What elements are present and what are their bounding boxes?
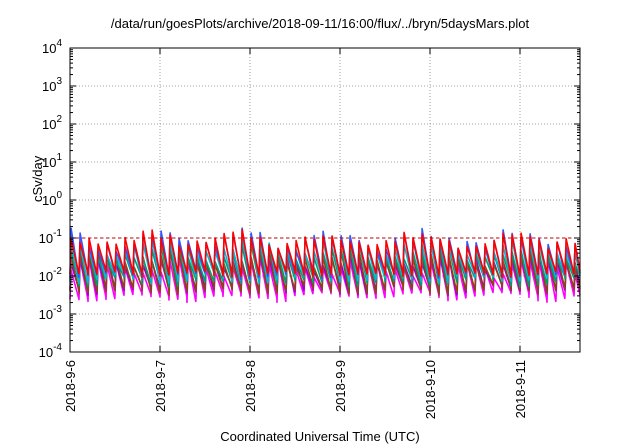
grid-lines: [70, 48, 580, 352]
x-tick-label: 2018-9-8: [243, 360, 258, 412]
chart-title: /data/run/goesPlots/archive/2018-09-11/1…: [110, 16, 530, 31]
y-tick-label: 103: [42, 76, 62, 94]
x-tick-label: 2018-9-6: [63, 360, 78, 412]
x-tick-label: 2018-9-7: [153, 360, 168, 412]
y-tick-label: 104: [42, 38, 62, 56]
series-line-6: [69, 228, 581, 279]
x-tick-label: 2018-9-11: [513, 360, 528, 418]
x-tick-label: 2018-9-10: [423, 360, 438, 419]
y-tick-label: 102: [42, 114, 62, 132]
y-tick-label: 10-1: [39, 228, 63, 246]
series-layer: [69, 227, 581, 304]
x-tick-label: 2018-9-9: [333, 360, 348, 412]
y-tick-label: 101: [42, 152, 62, 170]
y-tick-label: 10-2: [39, 266, 63, 284]
y-tick-label: 10-3: [39, 304, 63, 322]
x-axis-label: Coordinated Universal Time (UTC): [220, 429, 420, 444]
y-tick-label: 100: [42, 190, 62, 208]
y-axis-ticks: 10-4 10-3 10-2 10-1 100 101 102 103 104: [39, 38, 580, 360]
x-axis-ticks: 2018-9-6 2018-9-7 2018-9-8 2018-9-9 2018-9-1…: [63, 48, 528, 419]
y-tick-label: 10-4: [39, 342, 63, 360]
